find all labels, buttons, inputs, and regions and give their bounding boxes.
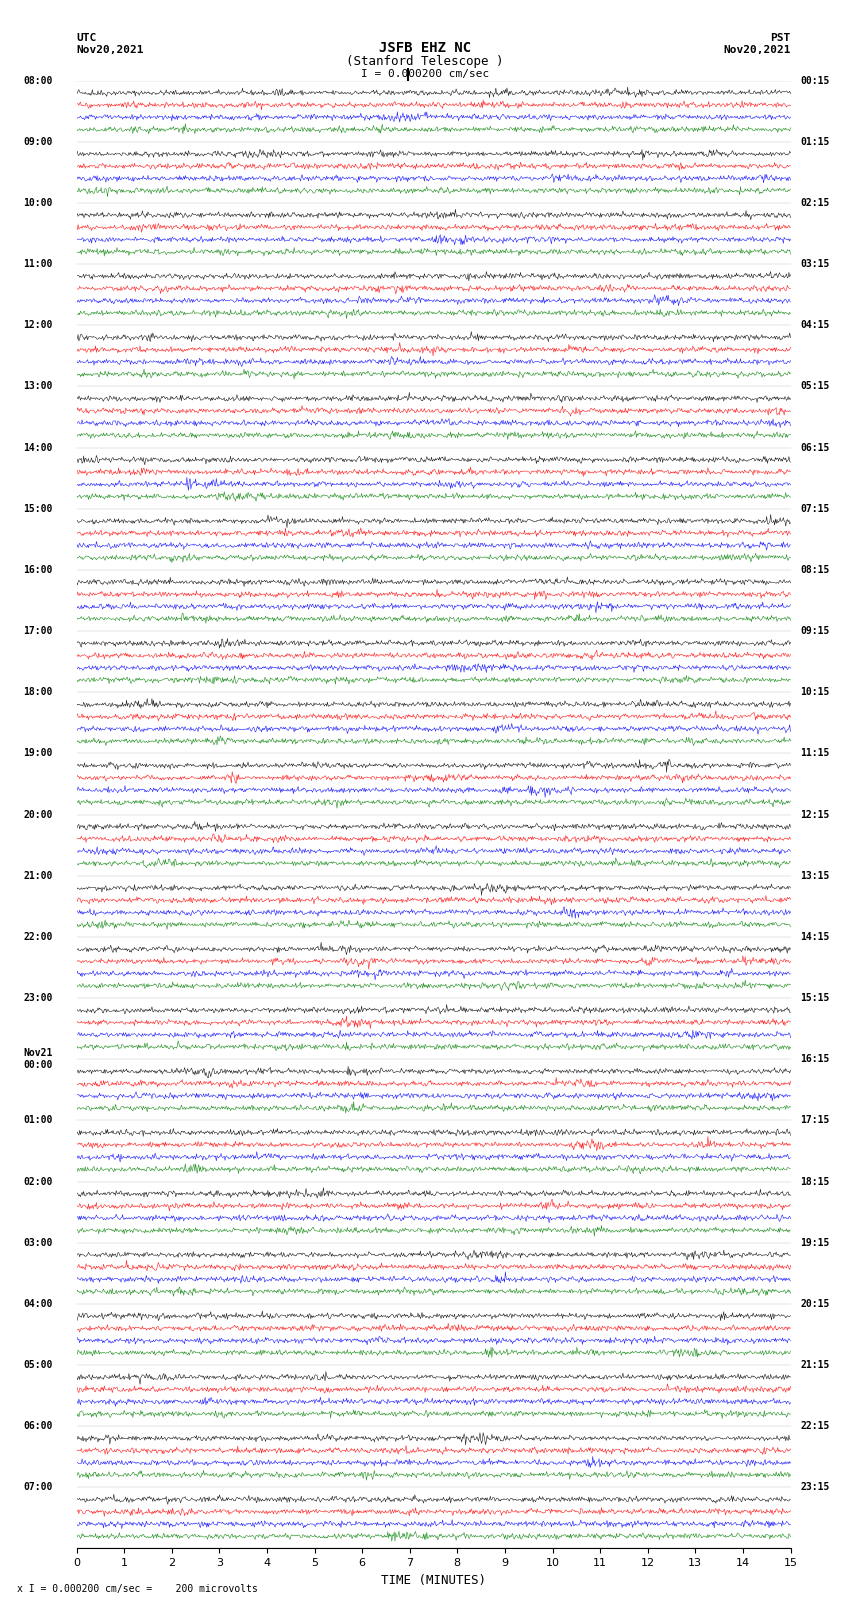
Text: 13:15: 13:15 xyxy=(800,871,830,881)
X-axis label: TIME (MINUTES): TIME (MINUTES) xyxy=(381,1574,486,1587)
Text: Nov21
00:00: Nov21 00:00 xyxy=(23,1048,53,1069)
Text: 14:00: 14:00 xyxy=(23,442,53,453)
Text: 06:00: 06:00 xyxy=(23,1421,53,1431)
Text: 00:15: 00:15 xyxy=(800,76,830,85)
Text: PST
Nov20,2021: PST Nov20,2021 xyxy=(723,34,791,55)
Text: 09:15: 09:15 xyxy=(800,626,830,636)
Text: UTC
Nov20,2021: UTC Nov20,2021 xyxy=(76,34,144,55)
Text: 19:15: 19:15 xyxy=(800,1237,830,1248)
Text: 15:00: 15:00 xyxy=(23,503,53,515)
Text: 16:00: 16:00 xyxy=(23,565,53,574)
Text: 20:15: 20:15 xyxy=(800,1298,830,1308)
Text: 02:15: 02:15 xyxy=(800,198,830,208)
Text: 09:00: 09:00 xyxy=(23,137,53,147)
Text: 19:00: 19:00 xyxy=(23,748,53,758)
Text: 02:00: 02:00 xyxy=(23,1176,53,1187)
Text: 03:15: 03:15 xyxy=(800,260,830,269)
Text: 23:00: 23:00 xyxy=(23,994,53,1003)
Text: 10:00: 10:00 xyxy=(23,198,53,208)
Text: 06:15: 06:15 xyxy=(800,442,830,453)
Text: 11:15: 11:15 xyxy=(800,748,830,758)
Text: 12:15: 12:15 xyxy=(800,810,830,819)
Text: 03:00: 03:00 xyxy=(23,1237,53,1248)
Text: 01:15: 01:15 xyxy=(800,137,830,147)
Text: 11:00: 11:00 xyxy=(23,260,53,269)
Text: 04:15: 04:15 xyxy=(800,321,830,331)
Text: 15:15: 15:15 xyxy=(800,994,830,1003)
Text: 17:00: 17:00 xyxy=(23,626,53,636)
Text: 05:15: 05:15 xyxy=(800,381,830,392)
Text: 12:00: 12:00 xyxy=(23,321,53,331)
Text: 04:00: 04:00 xyxy=(23,1298,53,1308)
Text: I = 0.000200 cm/sec: I = 0.000200 cm/sec xyxy=(361,69,489,79)
Text: 20:00: 20:00 xyxy=(23,810,53,819)
Text: x I = 0.000200 cm/sec =    200 microvolts: x I = 0.000200 cm/sec = 200 microvolts xyxy=(17,1584,258,1594)
Text: 21:00: 21:00 xyxy=(23,871,53,881)
Text: 08:15: 08:15 xyxy=(800,565,830,574)
Text: 18:15: 18:15 xyxy=(800,1176,830,1187)
Text: 08:00: 08:00 xyxy=(23,76,53,85)
Text: JSFB EHZ NC: JSFB EHZ NC xyxy=(379,40,471,55)
Text: 23:15: 23:15 xyxy=(800,1482,830,1492)
Text: 05:00: 05:00 xyxy=(23,1360,53,1369)
Text: 14:15: 14:15 xyxy=(800,932,830,942)
Text: 21:15: 21:15 xyxy=(800,1360,830,1369)
Text: 16:15: 16:15 xyxy=(800,1055,830,1065)
Text: 18:00: 18:00 xyxy=(23,687,53,697)
Text: 13:00: 13:00 xyxy=(23,381,53,392)
Text: 22:15: 22:15 xyxy=(800,1421,830,1431)
Text: 01:00: 01:00 xyxy=(23,1115,53,1126)
Text: 07:00: 07:00 xyxy=(23,1482,53,1492)
Text: 17:15: 17:15 xyxy=(800,1115,830,1126)
Text: 10:15: 10:15 xyxy=(800,687,830,697)
Text: (Stanford Telescope ): (Stanford Telescope ) xyxy=(346,55,504,68)
Text: 07:15: 07:15 xyxy=(800,503,830,515)
Text: 22:00: 22:00 xyxy=(23,932,53,942)
